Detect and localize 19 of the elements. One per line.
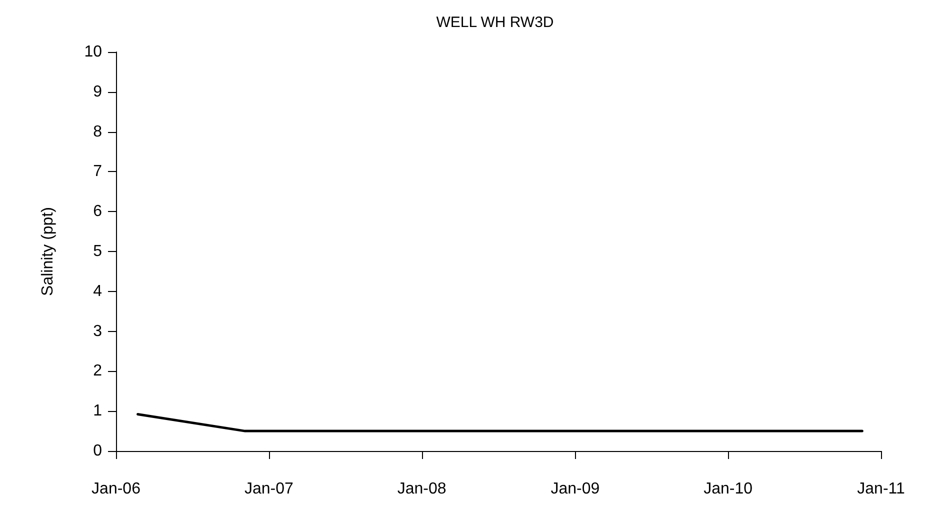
chart-title: WELL WH RW3D [436, 14, 554, 31]
y-axis-title: Salinity (ppt) [40, 207, 56, 296]
x-tick-label: Jan-08 [397, 480, 446, 498]
y-tick-label: 7 [93, 163, 102, 180]
y-tick-label: 3 [93, 322, 102, 340]
y-tick-label: 6 [93, 203, 102, 220]
y-tick-label: 1 [93, 402, 102, 420]
y-tick-label: 9 [93, 83, 102, 100]
x-tick-label: Jan-10 [704, 480, 753, 498]
x-tick-label: Jan-11 [857, 480, 905, 498]
y-tick-label: 2 [93, 362, 102, 380]
y-tick-label: 10 [84, 44, 102, 60]
y-tick-label: 4 [93, 282, 102, 300]
x-tick-label: Jan-06 [92, 480, 141, 498]
y-tick-label: 0 [93, 442, 102, 460]
x-tick-label: Jan-09 [550, 480, 600, 498]
y-tick-label: 5 [93, 243, 102, 260]
x-tick-label: Jan-07 [244, 480, 294, 498]
y-tick-label: 8 [93, 123, 102, 140]
